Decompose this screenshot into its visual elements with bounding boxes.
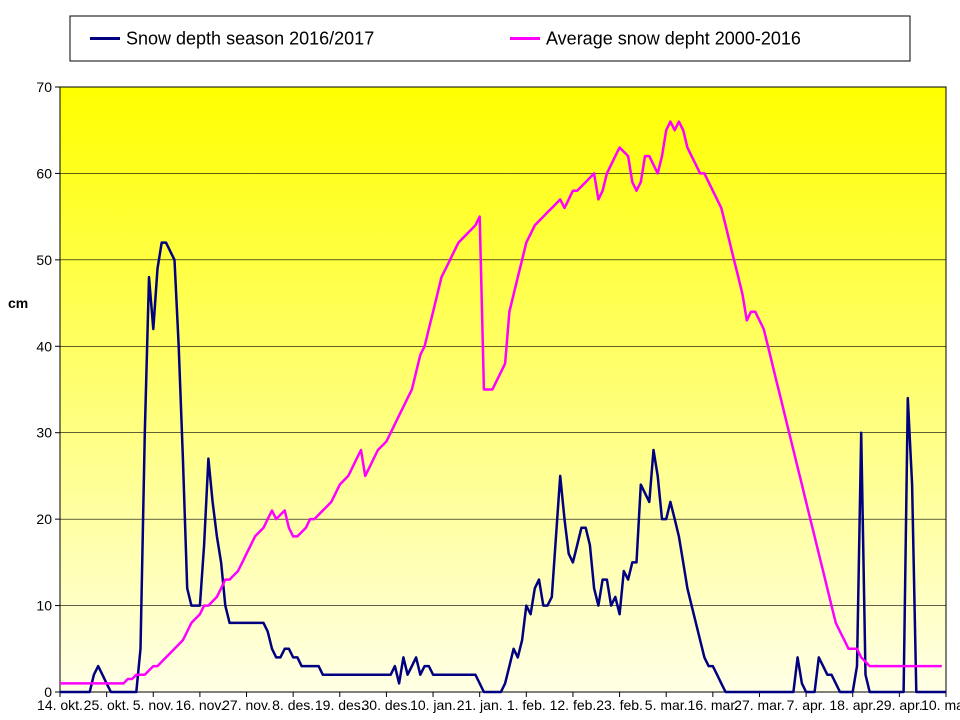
svg-text:cm: cm bbox=[8, 295, 28, 311]
svg-text:12. feb.: 12. feb. bbox=[550, 697, 597, 713]
svg-text:50: 50 bbox=[36, 252, 52, 268]
svg-text:8. des.: 8. des. bbox=[272, 697, 314, 713]
svg-text:10: 10 bbox=[36, 598, 52, 614]
svg-text:14. okt.: 14. okt. bbox=[37, 697, 83, 713]
svg-text:7. apr.: 7. apr. bbox=[787, 697, 826, 713]
svg-text:16. mar.: 16. mar. bbox=[688, 697, 739, 713]
svg-text:60: 60 bbox=[36, 165, 52, 181]
svg-text:29. apr.: 29. apr. bbox=[876, 697, 923, 713]
svg-text:27. nov.: 27. nov. bbox=[222, 697, 271, 713]
svg-text:10. mai.: 10. mai. bbox=[921, 697, 960, 713]
svg-text:20: 20 bbox=[36, 511, 52, 527]
svg-text:1. feb.: 1. feb. bbox=[507, 697, 546, 713]
svg-text:30. des.: 30. des. bbox=[362, 697, 412, 713]
svg-text:18. apr.: 18. apr. bbox=[829, 697, 876, 713]
snow-depth-chart: 010203040506070cm14. okt.25. okt.5. nov.… bbox=[0, 0, 960, 720]
svg-text:25. okt.: 25. okt. bbox=[84, 697, 130, 713]
svg-text:5. nov.: 5. nov. bbox=[133, 697, 174, 713]
svg-text:27. mar.: 27. mar. bbox=[734, 697, 785, 713]
svg-text:5. mar.: 5. mar. bbox=[645, 697, 688, 713]
chart-svg: 010203040506070cm14. okt.25. okt.5. nov.… bbox=[0, 0, 960, 720]
svg-text:19. des.: 19. des. bbox=[315, 697, 365, 713]
svg-text:Average snow depht 2000-2016: Average snow depht 2000-2016 bbox=[546, 29, 801, 49]
svg-text:10. jan.: 10. jan. bbox=[410, 697, 456, 713]
svg-text:21. jan.: 21. jan. bbox=[457, 697, 503, 713]
svg-text:16. nov.: 16. nov. bbox=[176, 697, 225, 713]
svg-text:Snow depth season 2016/2017: Snow depth season 2016/2017 bbox=[126, 29, 374, 49]
svg-text:40: 40 bbox=[36, 338, 52, 354]
svg-text:30: 30 bbox=[36, 425, 52, 441]
svg-text:70: 70 bbox=[36, 79, 52, 95]
svg-text:23. feb.: 23. feb. bbox=[596, 697, 643, 713]
